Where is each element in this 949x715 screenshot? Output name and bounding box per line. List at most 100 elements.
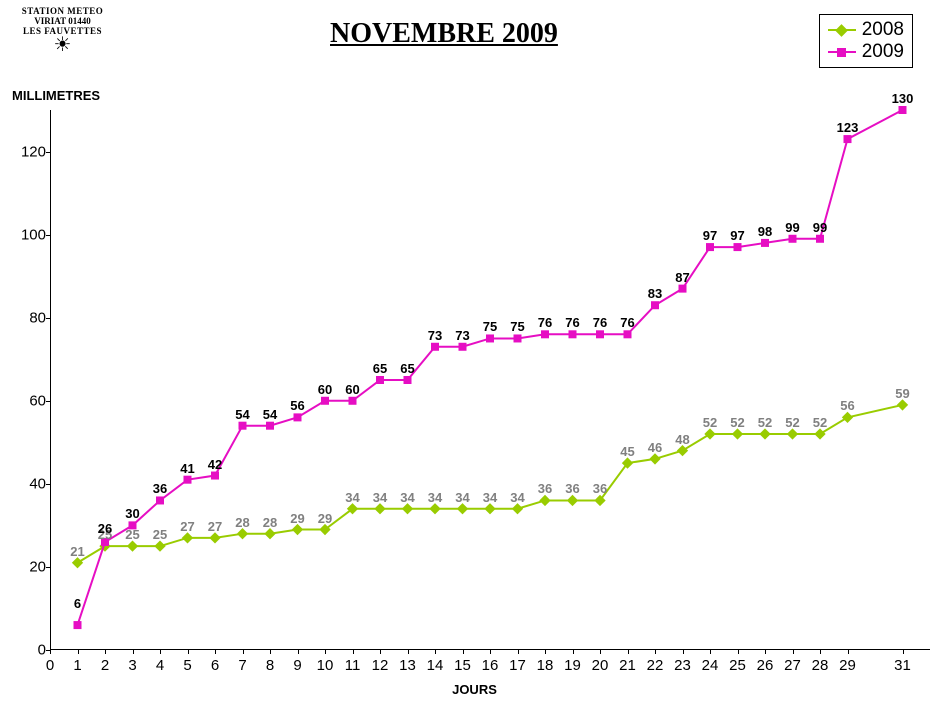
series-2009-marker	[101, 538, 109, 546]
series-2008-marker	[759, 428, 770, 439]
x-tick-mark	[243, 650, 244, 654]
x-tick-label: 7	[238, 657, 246, 674]
x-tick-label: 17	[509, 657, 526, 674]
x-tick-mark	[463, 650, 464, 654]
series-2008-marker	[512, 503, 523, 514]
x-tick-label: 13	[399, 657, 416, 674]
x-tick-label: 4	[156, 657, 164, 674]
x-tick-label: 18	[537, 657, 554, 674]
series-2008-marker	[897, 399, 908, 410]
series-2009-marker	[569, 330, 577, 338]
series-2008-marker	[182, 532, 193, 543]
x-tick-mark	[518, 650, 519, 654]
y-tick-mark	[46, 318, 50, 319]
series-2009-marker	[596, 330, 604, 338]
x-tick-label: 26	[757, 657, 774, 674]
legend-swatch-2009	[828, 45, 856, 59]
x-tick-mark	[490, 650, 491, 654]
y-axis-label: MILLIMETRES	[12, 88, 100, 103]
series-2009-marker	[294, 413, 302, 421]
y-tick-mark	[46, 235, 50, 236]
y-tick-mark	[46, 152, 50, 153]
series-2009-marker	[239, 422, 247, 430]
y-tick-label: 20	[16, 558, 46, 575]
series-2009-marker	[734, 243, 742, 251]
series-2009-marker	[541, 330, 549, 338]
x-tick-label: 5	[183, 657, 191, 674]
legend-item-2008: 2008	[828, 19, 904, 41]
x-tick-mark	[298, 650, 299, 654]
x-tick-label: 31	[894, 657, 911, 674]
x-tick-mark	[903, 650, 904, 654]
series-2008-marker	[402, 503, 413, 514]
x-tick-label: 3	[128, 657, 136, 674]
series-2008-marker	[457, 503, 468, 514]
x-tick-mark	[793, 650, 794, 654]
x-tick-label: 21	[619, 657, 636, 674]
series-2009-marker	[376, 376, 384, 384]
legend-label-2009: 2009	[862, 41, 904, 63]
series-2009-marker	[899, 106, 907, 114]
series-2008-marker	[264, 528, 275, 539]
x-tick-mark	[78, 650, 79, 654]
series-2009-marker	[844, 135, 852, 143]
series-2009-marker	[486, 334, 494, 342]
x-tick-mark	[50, 650, 51, 654]
series-2008-marker	[374, 503, 385, 514]
series-2009-marker	[349, 397, 357, 405]
x-tick-mark	[820, 650, 821, 654]
series-2009-marker	[211, 472, 219, 480]
series-2008-marker	[649, 453, 660, 464]
x-tick-mark	[573, 650, 574, 654]
x-tick-label: 19	[564, 657, 581, 674]
x-tick-label: 10	[317, 657, 334, 674]
series-2009-marker	[266, 422, 274, 430]
x-tick-mark	[133, 650, 134, 654]
x-tick-mark	[188, 650, 189, 654]
series-2009-marker	[706, 243, 714, 251]
x-tick-label: 6	[211, 657, 219, 674]
chart-svg	[50, 110, 930, 650]
series-2009-marker	[129, 521, 137, 529]
y-tick-label: 80	[16, 309, 46, 326]
series-2009-marker	[156, 496, 164, 504]
series-2009-data-label: 130	[892, 91, 914, 106]
series-2008-marker	[842, 412, 853, 423]
series-2009-marker	[431, 343, 439, 351]
x-tick-label: 11	[345, 657, 361, 674]
x-tick-label: 28	[812, 657, 829, 674]
x-tick-label: 12	[372, 657, 389, 674]
y-tick-label: 120	[16, 143, 46, 160]
legend-swatch-2008	[828, 23, 856, 37]
series-2008-marker	[154, 540, 165, 551]
x-tick-mark	[270, 650, 271, 654]
y-tick-label: 0	[16, 642, 46, 659]
x-tick-label: 20	[592, 657, 609, 674]
x-tick-label: 22	[647, 657, 664, 674]
x-tick-mark	[325, 650, 326, 654]
badge-top-arc: STATION METEO	[15, 6, 110, 16]
chart-title: NOVEMBRE 2009	[330, 18, 558, 50]
y-tick-mark	[46, 484, 50, 485]
series-2009-marker	[761, 239, 769, 247]
x-tick-label: 23	[674, 657, 691, 674]
series-2009-marker	[651, 301, 659, 309]
x-tick-label: 0	[46, 657, 54, 674]
x-tick-label: 14	[427, 657, 444, 674]
legend-item-2009: 2009	[828, 41, 904, 63]
series-2009-marker	[459, 343, 467, 351]
series-2008-marker	[539, 495, 550, 506]
series-2009-marker	[404, 376, 412, 384]
series-2008-marker	[237, 528, 248, 539]
series-2008-marker	[814, 428, 825, 439]
series-2009-marker	[321, 397, 329, 405]
x-tick-label: 25	[729, 657, 746, 674]
series-2009-marker	[679, 285, 687, 293]
x-tick-label: 1	[73, 657, 81, 674]
x-tick-mark	[380, 650, 381, 654]
y-tick-label: 40	[16, 475, 46, 492]
x-tick-mark	[408, 650, 409, 654]
x-tick-mark	[628, 650, 629, 654]
x-tick-mark	[105, 650, 106, 654]
x-tick-mark	[215, 650, 216, 654]
